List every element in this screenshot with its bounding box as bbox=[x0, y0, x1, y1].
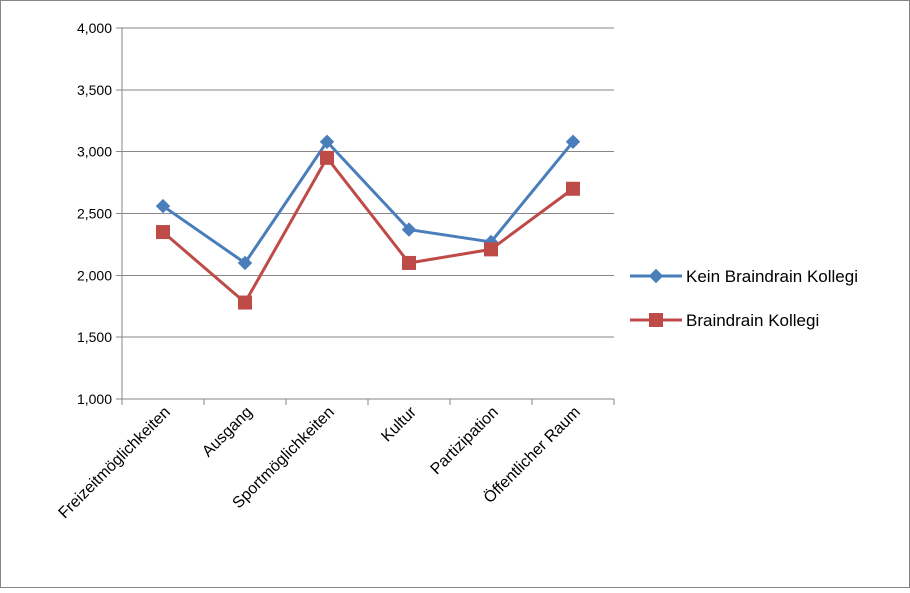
legend-label: Kein Braindrain Kollegi bbox=[686, 267, 858, 286]
square-marker bbox=[484, 242, 498, 257]
y-tick-label: 4,000 bbox=[77, 20, 112, 36]
legend-label: Braindrain Kollegi bbox=[686, 311, 819, 330]
legend-item-2: Braindrain Kollegi bbox=[630, 311, 819, 330]
series bbox=[155, 134, 581, 310]
gridlines bbox=[122, 27, 614, 338]
y-tick-label: 3,500 bbox=[77, 82, 112, 98]
legend-item-1: Kein Braindrain Kollegi bbox=[630, 267, 858, 286]
series-2 bbox=[156, 150, 580, 310]
y-tick-label: 2,000 bbox=[77, 267, 112, 283]
diamond-marker bbox=[155, 198, 171, 214]
y-tick-label: 2,500 bbox=[77, 206, 112, 222]
y-tick-label: 1,500 bbox=[77, 329, 112, 345]
square-marker bbox=[238, 295, 252, 310]
y-tick-label: 3,000 bbox=[77, 144, 112, 160]
y-tick-label: 1,000 bbox=[77, 391, 112, 407]
square-marker bbox=[402, 255, 416, 270]
square-marker bbox=[156, 225, 170, 240]
square-marker bbox=[566, 181, 580, 196]
diamond-marker bbox=[237, 255, 253, 271]
diamond-marker bbox=[565, 134, 581, 149]
square-marker bbox=[320, 150, 334, 165]
square-marker bbox=[649, 313, 663, 327]
series-line bbox=[162, 156, 574, 305]
diamond-marker bbox=[319, 134, 335, 149]
legend: Kein Braindrain Kollegi Braindrain Kolleg… bbox=[630, 267, 858, 330]
diamond-marker bbox=[648, 268, 664, 284]
diamond-marker bbox=[401, 222, 417, 237]
series-line bbox=[162, 140, 575, 265]
